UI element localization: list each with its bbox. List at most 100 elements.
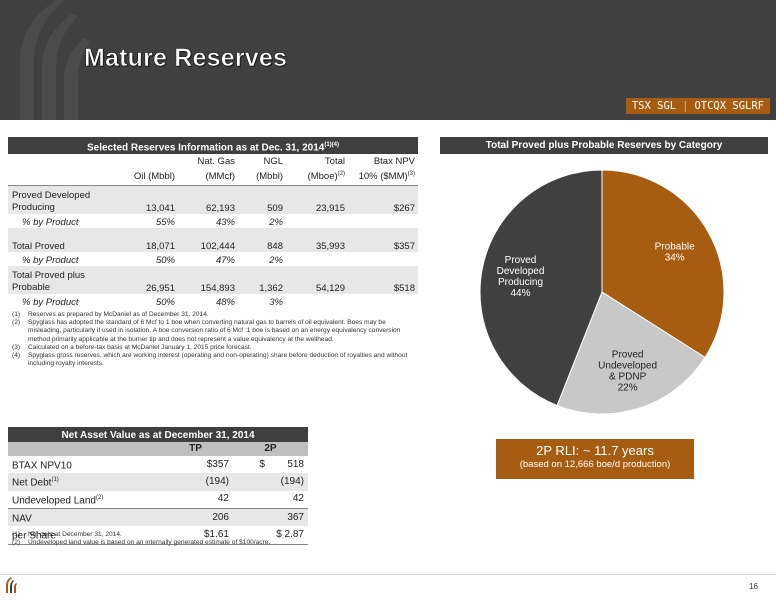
- cell-value: $1.61: [203, 528, 229, 540]
- footnote: (2) Spyglass has adopted the standard of …: [12, 319, 401, 343]
- cell-value: 50%: [155, 296, 175, 308]
- cell-value: 18,071: [112, 237, 178, 252]
- cell-value: 62,193: [178, 185, 238, 214]
- ticker-otc: OTCQX SGLRF: [694, 100, 764, 112]
- cell-value: $518: [348, 265, 418, 294]
- chart-title: Total Proved plus Probable Reserves by C…: [440, 137, 768, 154]
- reserves-table: Oil (Mbbl) Nat. Gas (MMcf) NGL (Mbbl) Tota…: [8, 156, 418, 308]
- cell-value: 1,362: [238, 265, 286, 294]
- row-label: Total Proved plus Probable: [8, 265, 112, 294]
- pie-slice-label: Proved Undeveloped & PDNP 22%: [598, 349, 657, 393]
- row-label: % by Product: [22, 216, 79, 228]
- page-title: Mature Reserves: [84, 44, 288, 73]
- footnote: (4) Spyglass gross reserves, which are wo…: [12, 352, 408, 368]
- cell-value: $357: [348, 237, 418, 252]
- row-label: per Share: [12, 530, 56, 542]
- cell-value: 26,951: [112, 265, 178, 294]
- cell-value: 848: [238, 237, 286, 252]
- cell-value: 48%: [215, 296, 235, 308]
- cell-value: $357: [206, 458, 229, 470]
- footnote: (2) Undeveloped land value is based on an…: [12, 539, 271, 547]
- row-label: Total Proved: [8, 237, 112, 252]
- pie-slice-label: Probable 34%: [655, 242, 695, 264]
- table-row: Proved Developed Producing 13,041 62,193…: [8, 185, 418, 214]
- footnote: (3) Calculated on a before-tax basis at M…: [12, 343, 252, 351]
- table-row: NAV 206 367: [8, 508, 308, 527]
- cell-value: 102,444: [178, 237, 238, 252]
- cell-value: (194): [158, 473, 233, 491]
- cell-value: [286, 252, 348, 266]
- cell-value: 50%: [155, 254, 175, 266]
- table-row: Net Debt(1) (194) (194): [8, 473, 308, 491]
- reserves-heading-text: Selected Reserves Information as at Dec.…: [86, 142, 325, 154]
- pie-slice: [479, 169, 603, 407]
- nav-table: TP 2P BTAX NPV10 $357 $518 Net Debt(1) (…: [8, 442, 308, 545]
- reserves-pie-chart: Probable 34% Proved Undeveloped & PDNP 22% Pro…: [479, 169, 725, 415]
- row-label: NAV: [8, 508, 158, 527]
- cell-value: [286, 214, 348, 228]
- cell-value: 154,893: [178, 265, 238, 294]
- footnote: (1) Net debt at December 31, 2014.: [12, 531, 122, 538]
- row-label: % by Product: [22, 254, 79, 266]
- ticker-badge: TSX SGL | OTCQX SGLRF: [625, 98, 770, 114]
- table-row: Undeveloped Land(2) 42 42: [8, 491, 308, 509]
- cell-value: 42: [292, 493, 304, 505]
- rli-headline: 2P RLI: ~ 11.7 years: [536, 443, 654, 458]
- nav-col-tp: TP: [158, 442, 233, 456]
- cell-value: $267: [348, 185, 418, 214]
- nav-footnotes: (1) Net debt at December 31, 2014. (2) Und…: [12, 531, 332, 548]
- nav-heading: Net Asset Value as at December 31, 2014: [8, 427, 308, 444]
- reserves-col-header: NGL (Mbbl): [238, 156, 286, 187]
- row-label: Net Debt(1): [8, 473, 158, 491]
- reserves-footnotes: (1) Reserves as prepared by McDaniel as o…: [12, 311, 418, 368]
- cell-value: 42: [217, 493, 229, 505]
- company-watermark-logo: [20, 0, 90, 120]
- cell-value: 47%: [215, 254, 235, 266]
- table-row: % by Product 55% 43% 2%: [8, 214, 418, 228]
- cell-value: (194): [233, 473, 308, 491]
- rli-box: 2P RLI: ~ 11.7 years (based on 12,666 bo…: [496, 439, 694, 479]
- cell-value: 23,915: [286, 185, 348, 214]
- cell-value: [348, 294, 418, 308]
- cell-value: [348, 214, 418, 228]
- cell-value: 2%: [269, 216, 283, 228]
- row-label: Undeveloped Land(2): [12, 494, 104, 506]
- rli-subtext: (based on 12,666 boe/d production): [519, 459, 671, 470]
- table-row: BTAX NPV10 $357 $518: [8, 456, 308, 473]
- reserves-col-header: Nat. Gas (MMcf): [178, 156, 238, 187]
- table-row-spacer: [8, 227, 418, 238]
- cell-value: 55%: [155, 216, 175, 228]
- reserves-col-header: Btax NPV 10% ($MM)(3): [348, 156, 418, 187]
- reserves-col-header: Total (Mboe)(2): [286, 156, 348, 187]
- pie-slice: [556, 291, 706, 415]
- cell-value: 206: [158, 508, 233, 527]
- company-logo-icon: [6, 577, 17, 593]
- cell-value: 509: [238, 185, 286, 214]
- table-row: % by Product 50% 48% 3%: [8, 294, 418, 308]
- header-band: Mature Reserves TSX SGL | OTCQX SGLRF: [0, 0, 776, 120]
- page-number: 16: [749, 582, 758, 591]
- ticker-tsx: TSX SGL: [631, 100, 677, 112]
- ticker-separator: |: [682, 100, 689, 112]
- pie-slice-label: Proved Developed Producing 44%: [497, 255, 545, 299]
- cell-value: 2%: [269, 254, 283, 266]
- reserves-header-row: Oil (Mbbl) Nat. Gas (MMcf) NGL (Mbbl) Tota…: [8, 156, 418, 187]
- cell-value: 367: [233, 508, 308, 527]
- table-row: Total Proved plus Probable 26,951 154,89…: [8, 265, 418, 294]
- cell-value: 13,041: [112, 185, 178, 214]
- nav-header-row: TP 2P: [8, 442, 308, 456]
- cell-value: 54,129: [286, 265, 348, 294]
- pie-slice: [601, 169, 725, 359]
- cell-value: 35,993: [286, 237, 348, 252]
- table-row: % by Product 50% 47% 2%: [8, 252, 418, 266]
- nav-col-2p: 2P: [233, 442, 308, 456]
- table-row: Total Proved 18,071 102,444 848 35,993 $…: [8, 237, 418, 252]
- footnote: (1) Reserves as prepared by McDaniel as o…: [12, 311, 209, 318]
- cell-value: $518: [259, 458, 304, 470]
- row-label: BTAX NPV10: [12, 460, 72, 472]
- footer-divider: [0, 574, 776, 575]
- table-row: per Share $1.61 $ 2.87: [8, 526, 308, 545]
- cell-value: [348, 252, 418, 266]
- cell-value: 3%: [269, 296, 283, 308]
- reserves-header-blank: [8, 156, 112, 187]
